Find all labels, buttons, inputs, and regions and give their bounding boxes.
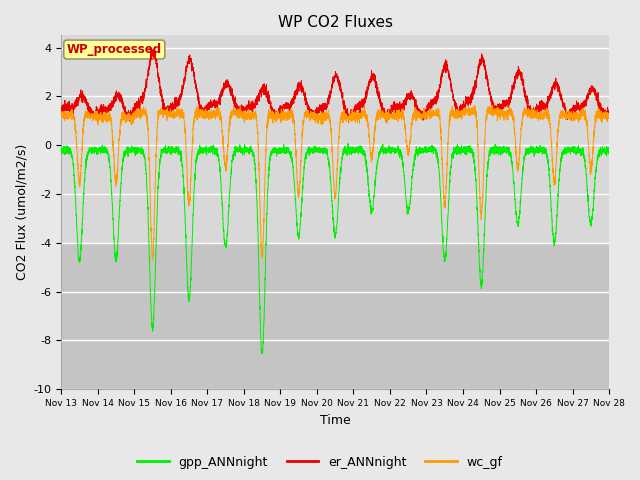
Text: WP_processed: WP_processed (67, 43, 162, 56)
Bar (61, 243, 609, 389)
X-axis label: Time: Time (320, 414, 351, 427)
Legend: gpp_ANNnight, er_ANNnight, wc_gf: gpp_ANNnight, er_ANNnight, wc_gf (132, 451, 508, 474)
Bar (61, 36, 609, 243)
Y-axis label: CO2 Flux (umol/m2/s): CO2 Flux (umol/m2/s) (15, 144, 28, 280)
Title: WP CO2 Fluxes: WP CO2 Fluxes (278, 15, 393, 30)
